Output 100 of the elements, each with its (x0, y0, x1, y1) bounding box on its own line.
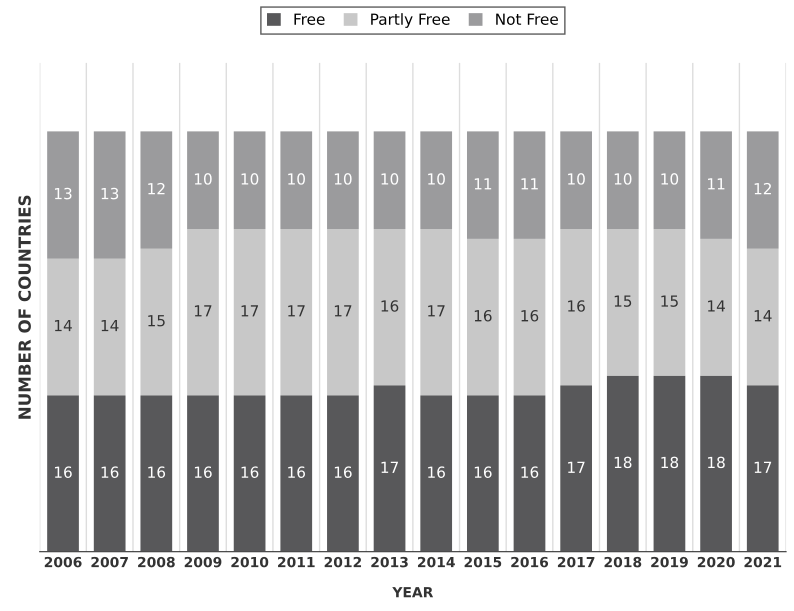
bar (420, 229, 452, 396)
bar (140, 395, 172, 552)
x-tick-label: 2006 (44, 556, 82, 568)
data-label: 16 (521, 466, 538, 478)
data-label: 10 (242, 173, 258, 185)
x-tick-label: 2018 (604, 556, 642, 568)
bar (560, 229, 592, 386)
data-label: 14 (708, 300, 725, 312)
bar (234, 229, 266, 396)
bar (606, 131, 639, 230)
legend-label: Partly Free (371, 13, 450, 28)
bar (606, 376, 639, 552)
bar (187, 395, 219, 552)
data-label: 16 (194, 466, 212, 478)
data-label: 14 (54, 320, 72, 332)
x-tick-label: 2020 (698, 556, 735, 568)
x-tick-label: 2009 (184, 556, 222, 568)
bar (654, 131, 686, 230)
data-label: 11 (708, 178, 724, 190)
bar (94, 258, 126, 396)
legend-label: Not Free (496, 14, 558, 25)
x-tick-label: 2008 (138, 556, 175, 568)
data-label: 12 (754, 182, 771, 194)
x-tick-label: 2014 (418, 556, 455, 568)
y-axis-title: NUMBER OF COUNTRIES (18, 196, 31, 419)
data-label: 11 (474, 178, 492, 190)
data-label: 16 (242, 466, 258, 478)
bar (327, 229, 359, 396)
x-tick-label: 2017 (558, 556, 594, 568)
data-label: 16 (148, 466, 166, 478)
data-label: 16 (568, 300, 585, 312)
bar (606, 229, 639, 376)
x-tick-label: 2016 (511, 556, 548, 568)
data-label: 16 (428, 466, 445, 478)
data-label: 17 (568, 462, 585, 473)
bar (466, 131, 499, 239)
bar (374, 229, 406, 386)
bar (374, 386, 406, 552)
bar (327, 395, 359, 552)
bar (514, 395, 546, 552)
bar (746, 386, 779, 552)
data-label: 16 (54, 466, 72, 478)
data-label: 10 (661, 173, 678, 185)
data-label: 10 (334, 173, 352, 185)
data-label: 10 (382, 173, 398, 185)
data-label: 17 (428, 305, 445, 316)
data-label: 17 (242, 305, 258, 316)
data-label: 16 (102, 466, 118, 478)
data-label: 16 (521, 310, 538, 322)
bar (234, 131, 266, 230)
bar (420, 395, 452, 552)
data-label: 17 (382, 462, 398, 473)
data-label: 10 (428, 173, 445, 185)
data-label: 10 (568, 173, 585, 185)
data-label: 10 (614, 173, 632, 185)
bar (560, 131, 592, 230)
data-label: 18 (614, 456, 632, 468)
data-label: 16 (288, 466, 306, 478)
data-label: 16 (382, 300, 398, 312)
data-label: 18 (661, 456, 678, 468)
bar (280, 229, 312, 396)
bar (466, 395, 499, 552)
data-label: 16 (474, 466, 492, 478)
x-tick-label: 2010 (231, 556, 268, 568)
bar (327, 131, 359, 230)
bar (700, 238, 732, 376)
data-label: 16 (474, 310, 492, 322)
bar (746, 131, 779, 249)
data-label: 15 (148, 315, 165, 326)
data-label: 13 (54, 188, 72, 200)
bar (47, 395, 79, 552)
data-label: 14 (102, 320, 119, 332)
data-label: 17 (754, 462, 772, 473)
data-label: 17 (194, 305, 212, 316)
bar (746, 248, 779, 386)
x-tick-label: 2021 (744, 556, 782, 568)
bar (187, 229, 219, 396)
x-axis-title: YEAR (392, 587, 434, 598)
bar (654, 229, 686, 376)
x-tick-label: 2015 (464, 556, 502, 568)
bar (280, 131, 312, 230)
data-label: 17 (334, 305, 352, 316)
x-tick-label: 2011 (278, 556, 315, 568)
bar (47, 131, 79, 258)
bar (187, 131, 219, 230)
data-label: 10 (288, 173, 305, 185)
bar (514, 238, 546, 396)
bar (466, 238, 499, 396)
bar (94, 395, 126, 552)
bar (374, 131, 406, 230)
data-label: 12 (148, 182, 165, 194)
bar (140, 248, 172, 396)
data-label: 13 (102, 188, 118, 200)
bar (420, 131, 452, 230)
x-tick-label: 2012 (324, 556, 362, 568)
x-tick-label: 2007 (91, 556, 128, 568)
legend-label: Free (294, 14, 325, 25)
bar (514, 131, 546, 239)
bar (234, 395, 266, 552)
bar (94, 131, 126, 258)
